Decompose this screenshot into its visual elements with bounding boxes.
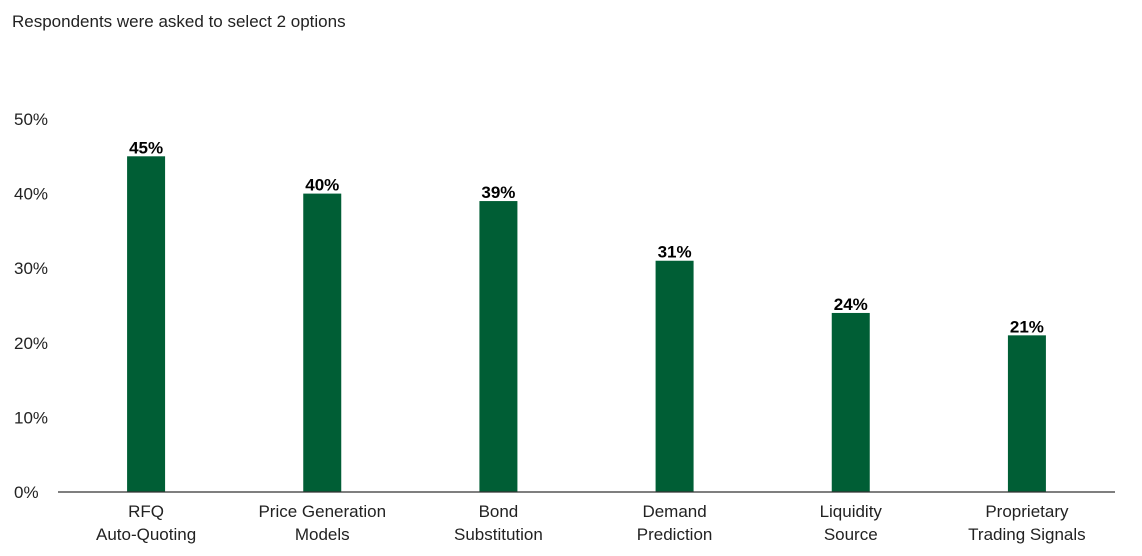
bar [303, 193, 342, 492]
x-category-label-line: Proprietary [985, 502, 1069, 521]
bars [127, 156, 1046, 493]
y-tick-label: 10% [14, 408, 48, 427]
x-category-label-line: Liquidity [820, 502, 883, 521]
y-tick-label: 0% [14, 483, 39, 502]
bar [1007, 335, 1046, 492]
bar-value-label: 45% [129, 138, 163, 157]
x-category-label-line: Demand [642, 502, 706, 521]
bar-value-label: 21% [1010, 317, 1044, 336]
y-tick-label: 30% [14, 259, 48, 278]
x-category-label-line: Source [824, 525, 878, 544]
y-tick-label: 20% [14, 334, 48, 353]
x-category-label-line: Trading Signals [968, 525, 1086, 544]
chart-subtitle: Respondents were asked to select 2 optio… [12, 12, 346, 31]
x-category-label: RFQ Auto-Quoting [96, 502, 196, 544]
x-category-label: Bond Substitution [454, 502, 543, 544]
x-category-label-line: Bond [479, 502, 519, 521]
bar [655, 260, 694, 492]
data-labels: 45% 40% 39% 31% 24% 21% [129, 138, 1044, 336]
bar [479, 201, 518, 492]
x-category-label-line: Substitution [454, 525, 543, 544]
bar-value-label: 24% [834, 295, 868, 314]
bar-value-label: 31% [658, 243, 692, 262]
x-category-label-line: RFQ [128, 502, 164, 521]
x-axis-category-labels: RFQ Auto-Quoting Price Generation Models Bon… [96, 502, 1086, 544]
x-category-label-line: Price Generation [258, 502, 386, 521]
x-category-label: Liquidity Source [820, 502, 883, 544]
bar [831, 312, 870, 492]
bar-value-label: 40% [305, 176, 339, 195]
x-category-label: Price Generation Models [258, 502, 386, 544]
x-category-label-line: Models [295, 525, 350, 544]
x-category-label: Proprietary Trading Signals [968, 502, 1086, 544]
y-tick-label: 40% [14, 185, 48, 204]
x-category-label: Demand Prediction [637, 502, 713, 544]
bar [127, 156, 166, 493]
x-category-label-line: Prediction [637, 525, 713, 544]
y-axis-tick-labels: 0% 10% 20% 30% 40% 50% [14, 110, 48, 502]
x-category-label-line: Auto-Quoting [96, 525, 196, 544]
bar-value-label: 39% [481, 183, 515, 202]
y-tick-label: 50% [14, 110, 48, 129]
